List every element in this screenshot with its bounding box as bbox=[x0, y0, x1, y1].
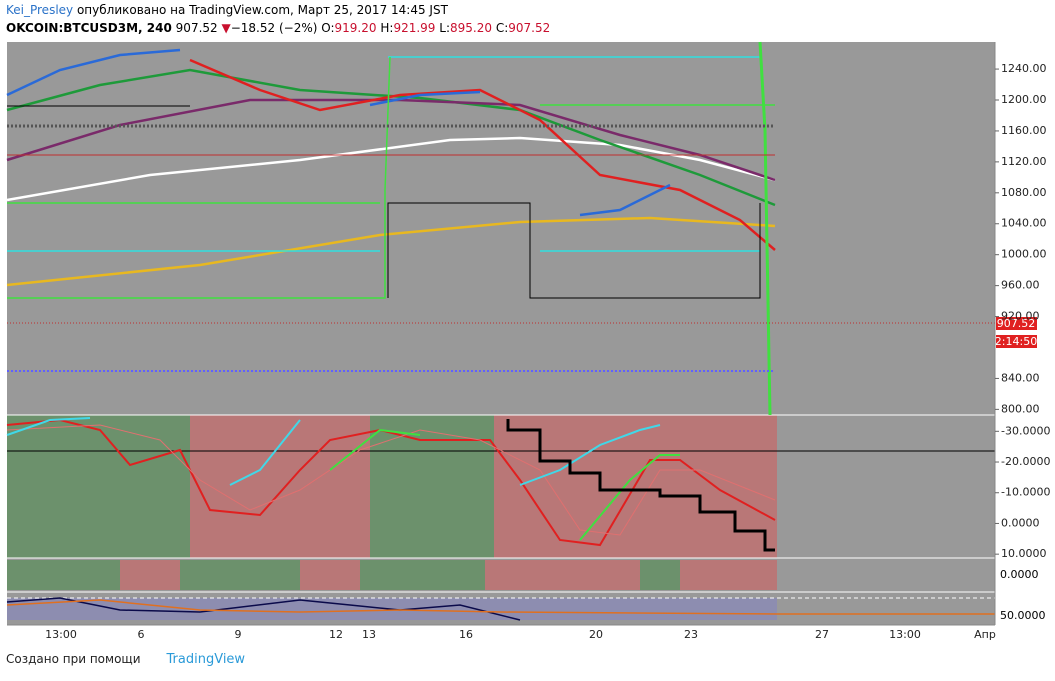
open: 919.20 bbox=[334, 21, 377, 35]
y-tick-label: -20.0000 bbox=[1001, 455, 1050, 468]
x-tick-label: 20 bbox=[589, 628, 603, 641]
y-tick-label: 1120.00 bbox=[1001, 155, 1047, 168]
y-tick-label: 1000.00 bbox=[1001, 248, 1047, 261]
main-pane bbox=[7, 42, 995, 415]
l-label: L: bbox=[439, 21, 450, 35]
osc-shading bbox=[7, 415, 777, 620]
x-tick-label: 9 bbox=[235, 628, 242, 641]
high: 921.99 bbox=[393, 21, 436, 35]
chart: 907.52 2:14:50 0.0000 50.0000 800.00 840.… bbox=[6, 41, 1050, 641]
y-tick-label: 960.00 bbox=[1001, 279, 1040, 292]
header-line: Kei_Presley опубликовано на TradingView.… bbox=[6, 3, 448, 17]
symbol-line: OKCOIN:BTCUSD3M, 240 907.52 ▼−18.52 (−2%… bbox=[6, 21, 550, 35]
y-tick-label: 1200.00 bbox=[1001, 93, 1047, 106]
arrow: ▼ bbox=[221, 21, 231, 35]
y-tick-label: 1240.00 bbox=[1001, 62, 1047, 75]
level-lines bbox=[7, 41, 995, 416]
low: 895.20 bbox=[450, 21, 492, 35]
last-price: 907.52 bbox=[997, 317, 1036, 330]
c-label: C: bbox=[495, 21, 509, 35]
close: 907.52 bbox=[508, 21, 551, 35]
y-tick-label: 840.00 bbox=[1001, 371, 1040, 384]
y-tick-label: 920.00 bbox=[1001, 310, 1040, 323]
y-tick-label: 800.00 bbox=[1001, 402, 1040, 415]
osc2-tick: 0.0000 bbox=[1000, 568, 1039, 581]
y-tick-label: -30.0000 bbox=[1001, 424, 1050, 437]
y-tick-label: 1080.00 bbox=[1001, 186, 1047, 199]
y-tick-label: 0.0000 bbox=[1001, 516, 1040, 529]
footer: Создано при помощи TradingView bbox=[6, 652, 245, 667]
y-tick-label: 1160.00 bbox=[1001, 124, 1047, 137]
y-tick-label: 10.0000 bbox=[1001, 547, 1047, 560]
x-tick-label: 13 bbox=[362, 628, 376, 641]
x-tick-label: Апр bbox=[974, 628, 996, 641]
osc-lines bbox=[6, 417, 995, 621]
y-tick-label: -10.0000 bbox=[1001, 486, 1050, 499]
x-tick-label: 13:00 bbox=[889, 628, 921, 641]
h-label: H: bbox=[380, 21, 394, 35]
published: опубликовано на TradingView.com, Март 25… bbox=[76, 3, 448, 17]
made-with: Создано при помощи bbox=[6, 652, 141, 666]
o-label: O: bbox=[321, 21, 335, 35]
last-price-box bbox=[996, 317, 1037, 330]
author[interactable]: Kei_Presley bbox=[6, 3, 74, 17]
x-tick-label: 6 bbox=[138, 628, 145, 641]
brand[interactable]: TradingView bbox=[166, 652, 246, 667]
y-tick-label: 1040.00 bbox=[1001, 217, 1047, 230]
x-tick-label: 13:00 bbox=[45, 628, 77, 641]
x-tick-label: 23 bbox=[684, 628, 698, 641]
indicators bbox=[6, 48, 776, 287]
x-tick-label: 12 bbox=[329, 628, 343, 641]
symbol: OKCOIN:BTCUSD3M, 240 bbox=[6, 21, 172, 35]
last: 907.52 bbox=[175, 21, 218, 35]
x-tick-label: 27 bbox=[815, 628, 829, 641]
timer-box bbox=[996, 335, 1037, 348]
timer: 2:14:50 bbox=[995, 335, 1037, 348]
osc3-tick: 50.0000 bbox=[1000, 609, 1046, 622]
change: −18.52 (−2%) bbox=[230, 21, 318, 35]
x-tick-label: 16 bbox=[459, 628, 473, 641]
